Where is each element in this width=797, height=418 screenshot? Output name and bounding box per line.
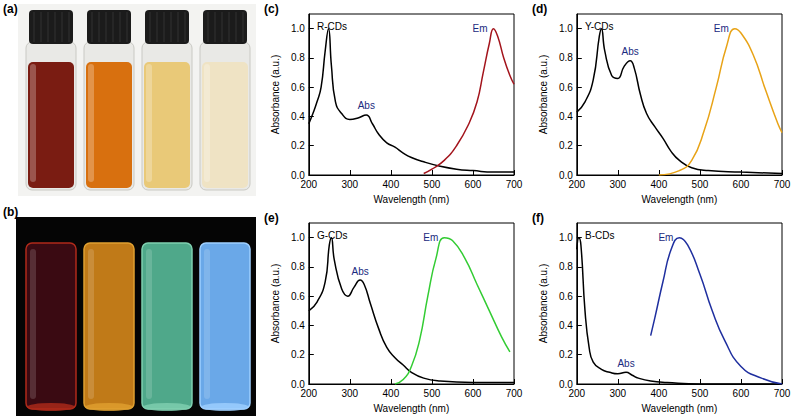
svg-text:0.4: 0.4 [559, 111, 573, 122]
svg-text:400: 400 [383, 179, 400, 190]
svg-text:700: 700 [774, 388, 791, 399]
svg-text:500: 500 [424, 179, 441, 190]
svg-text:Em: Em [714, 23, 729, 34]
svg-text:B-CDs: B-CDs [585, 230, 614, 241]
svg-text:0.4: 0.4 [291, 111, 305, 122]
svg-text:700: 700 [774, 179, 791, 190]
svg-text:600: 600 [465, 388, 482, 399]
svg-text:0.8: 0.8 [291, 261, 305, 272]
svg-text:500: 500 [692, 388, 709, 399]
html-text:(a): (a) [3, 2, 18, 16]
svg-text:0.6: 0.6 [291, 82, 305, 93]
svg-text:200: 200 [568, 179, 585, 190]
svg-text:300: 300 [341, 388, 358, 399]
svg-text:0.8: 0.8 [291, 52, 305, 63]
svg-text:0.4: 0.4 [559, 320, 573, 331]
svg-text:0.2: 0.2 [559, 140, 573, 151]
svg-text:400: 400 [651, 179, 668, 190]
svg-text:0.0: 0.0 [290, 378, 305, 390]
svg-text:600: 600 [733, 388, 750, 399]
svg-text:500: 500 [692, 179, 709, 190]
svg-text:0.6: 0.6 [559, 291, 573, 302]
svg-text:300: 300 [609, 179, 626, 190]
svg-text:Em: Em [472, 23, 487, 34]
svg-text:600: 600 [733, 179, 750, 190]
svg-text:Abs: Abs [358, 100, 375, 111]
svg-text:300: 300 [609, 388, 626, 399]
svg-text:Abs: Abs [351, 266, 368, 277]
svg-text:200: 200 [300, 388, 317, 399]
svg-text:300: 300 [341, 179, 358, 190]
svg-text:0.0: 0.0 [558, 378, 573, 390]
svg-text:Absorbance (a.u.): Absorbance (a.u.) [270, 55, 281, 135]
svg-text:200: 200 [300, 179, 317, 190]
svg-text:200: 200 [568, 388, 585, 399]
svg-text:400: 400 [383, 388, 400, 399]
svg-text:0.6: 0.6 [559, 82, 573, 93]
svg-text:400: 400 [651, 388, 668, 399]
svg-text:0.2: 0.2 [291, 140, 305, 151]
svg-text:700: 700 [506, 388, 523, 399]
svg-text:Abs: Abs [617, 358, 634, 369]
svg-text:0.0: 0.0 [290, 169, 305, 181]
html-text:(d): (d) [532, 2, 548, 16]
svg-text:R-CDs: R-CDs [317, 21, 347, 32]
svg-text:G-CDs: G-CDs [317, 230, 348, 241]
html-text:(b): (b) [3, 205, 19, 219]
html-text:(f): (f) [532, 211, 544, 225]
svg-text:0.8: 0.8 [559, 52, 573, 63]
svg-text:500: 500 [424, 388, 441, 399]
svg-text:Em: Em [658, 232, 673, 243]
svg-text:600: 600 [465, 179, 482, 190]
svg-text:Absorbance (a.u.): Absorbance (a.u.) [538, 264, 549, 344]
svg-text:0.0: 0.0 [558, 169, 573, 181]
svg-text:Em: Em [423, 232, 438, 243]
svg-text:Wavelength (nm): Wavelength (nm) [642, 194, 718, 205]
svg-text:Absorbance (a.u.): Absorbance (a.u.) [538, 55, 549, 135]
svg-text:Wavelength (nm): Wavelength (nm) [374, 194, 450, 205]
svg-text:700: 700 [506, 179, 523, 190]
svg-text:Wavelength (nm): Wavelength (nm) [642, 403, 718, 414]
svg-text:Abs: Abs [622, 46, 639, 57]
svg-text:0.4: 0.4 [291, 320, 305, 331]
svg-text:1.0: 1.0 [291, 232, 305, 243]
svg-text:1.0: 1.0 [559, 232, 573, 243]
svg-text:0.6: 0.6 [291, 291, 305, 302]
svg-text:Y-CDs: Y-CDs [585, 21, 614, 32]
svg-text:Absorbance (a.u.): Absorbance (a.u.) [270, 264, 281, 344]
svg-text:0.2: 0.2 [559, 349, 573, 360]
svg-text:0.8: 0.8 [559, 261, 573, 272]
svg-text:1.0: 1.0 [291, 23, 305, 34]
svg-text:Wavelength (nm): Wavelength (nm) [374, 403, 450, 414]
html-text:(c): (c) [264, 2, 279, 16]
svg-text:1.0: 1.0 [559, 23, 573, 34]
svg-text:0.2: 0.2 [291, 349, 305, 360]
html-text:(e): (e) [264, 211, 279, 225]
